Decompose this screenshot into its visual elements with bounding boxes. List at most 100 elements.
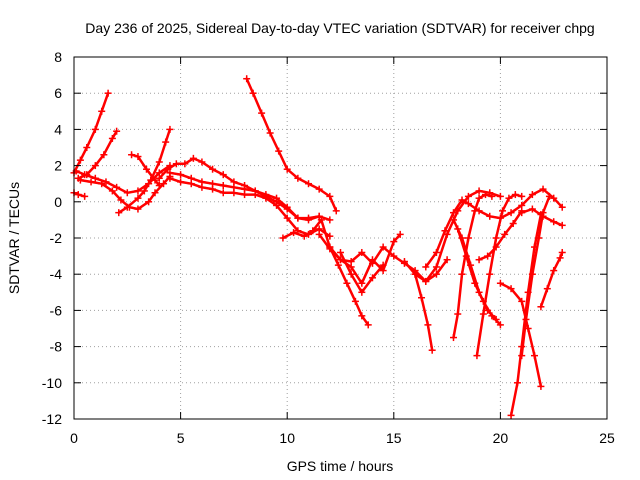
series-arc-3	[72, 162, 174, 197]
data-point	[537, 303, 545, 311]
data-point	[155, 182, 163, 190]
data-point	[558, 248, 566, 256]
data-point	[518, 192, 526, 200]
data-point	[134, 194, 142, 202]
data-point	[315, 230, 323, 238]
data-point	[279, 234, 287, 242]
data-point	[347, 270, 355, 278]
data-point	[486, 212, 494, 220]
x-tick-label: 0	[70, 430, 78, 446]
series-arc-23	[475, 207, 526, 264]
series-line	[245, 77, 338, 213]
data-point	[432, 263, 440, 271]
data-point	[334, 261, 342, 269]
x-tick-label: 10	[279, 430, 295, 446]
data-point	[249, 89, 257, 97]
x-tick-label: 5	[177, 430, 185, 446]
data-point	[379, 243, 387, 251]
data-point	[539, 212, 547, 220]
data-point	[275, 147, 283, 155]
series-arc-10	[166, 174, 334, 240]
data-point	[531, 352, 539, 360]
data-point	[543, 285, 551, 293]
data-point	[294, 174, 302, 182]
data-point	[471, 207, 479, 215]
series-arc-26	[518, 192, 553, 360]
series-arc-4	[74, 127, 121, 182]
data-point	[83, 144, 91, 151]
data-point	[486, 270, 494, 278]
data-point	[518, 209, 526, 217]
data-point	[358, 288, 366, 296]
series-arc-1	[70, 89, 112, 177]
data-point	[258, 109, 266, 117]
series-arc-19	[449, 191, 496, 342]
y-tick-label: -6	[50, 302, 63, 318]
y-tick-label: 4	[54, 121, 62, 137]
data-point	[396, 230, 404, 238]
data-point	[471, 279, 479, 287]
data-point	[499, 207, 507, 215]
series-arc-24	[496, 279, 545, 390]
data-point	[81, 192, 89, 200]
data-point	[142, 165, 150, 173]
data-point	[151, 189, 159, 197]
data-point	[98, 107, 106, 115]
series-line	[539, 251, 564, 309]
y-tick-label: 0	[54, 194, 62, 210]
data-point	[528, 205, 536, 213]
data-point	[505, 194, 513, 202]
data-point	[379, 261, 387, 269]
data-point	[458, 196, 466, 204]
y-tick-label: -2	[50, 230, 63, 246]
axis-ticks: 0 5 10 15 20 25 -12 -10 -8 -6 -4 -2 0 2 4 6 8	[42, 49, 615, 446]
data-point	[140, 187, 148, 195]
series-line	[456, 227, 502, 327]
x-tick-label: 15	[386, 430, 402, 446]
data-point	[535, 234, 543, 242]
series-arc-14	[326, 230, 404, 287]
data-point	[134, 187, 142, 195]
series-line	[168, 177, 332, 238]
data-point	[309, 227, 317, 235]
series-line	[520, 195, 551, 357]
data-point	[556, 254, 564, 262]
x-axis-label: GPS time / hours	[287, 458, 394, 474]
series-arc-27	[518, 205, 566, 229]
data-point	[411, 270, 419, 278]
series-line	[328, 233, 402, 285]
data-point	[198, 183, 206, 191]
data-point	[488, 312, 496, 320]
data-point	[104, 89, 112, 97]
data-point	[123, 203, 131, 211]
plot-frame	[73, 56, 608, 420]
data-point	[187, 180, 195, 188]
data-point	[550, 218, 558, 226]
data-point	[464, 192, 472, 200]
series-arc-7	[128, 151, 163, 190]
series-line	[499, 282, 543, 388]
data-point	[479, 310, 487, 318]
data-point	[481, 191, 489, 199]
data-point	[326, 243, 334, 251]
data-point	[83, 171, 91, 179]
data-point	[528, 191, 536, 199]
data-point	[230, 189, 238, 197]
data-point	[443, 256, 451, 264]
data-point	[283, 214, 291, 222]
data-point	[209, 165, 217, 173]
data-point	[123, 189, 131, 197]
data-point	[332, 207, 340, 215]
data-point	[181, 160, 189, 168]
chart-title: Day 236 of 2025, Sidereal Day-to-day VTE…	[85, 20, 594, 36]
data-point	[558, 203, 566, 211]
data-point	[507, 411, 515, 419]
data-point	[518, 352, 526, 360]
data-point	[241, 191, 249, 199]
data-point	[428, 346, 436, 354]
data-point	[343, 279, 351, 287]
series-line	[117, 128, 172, 214]
data-point	[492, 234, 500, 242]
data-point	[422, 263, 430, 271]
data-point	[155, 158, 163, 166]
